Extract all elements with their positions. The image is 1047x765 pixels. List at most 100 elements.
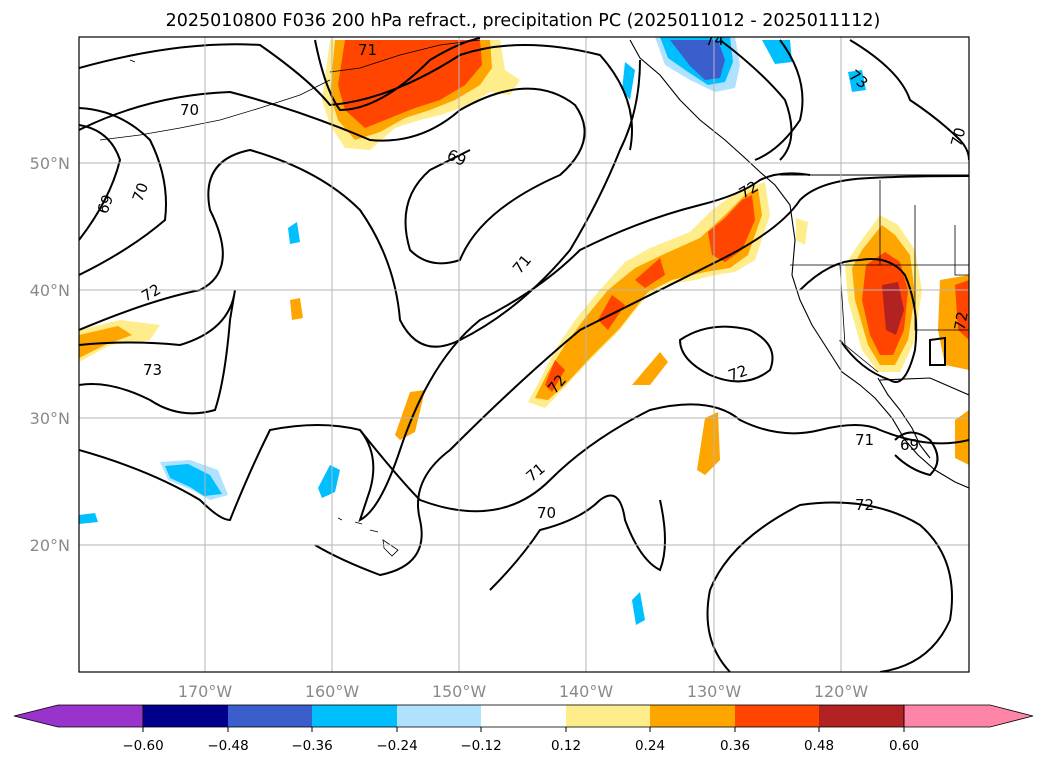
border-us-mexico bbox=[879, 377, 969, 396]
precip-cyan-small2 bbox=[79, 513, 98, 524]
precip-mid-orange2 bbox=[395, 390, 425, 440]
aleutians bbox=[99, 59, 331, 141]
precip-mid-orange1 bbox=[632, 352, 668, 385]
precip-cyan-small5 bbox=[848, 70, 866, 92]
contour-east-loop3 bbox=[894, 431, 939, 477]
colorbar-seg bbox=[143, 705, 228, 727]
precip-ca-dark bbox=[882, 282, 904, 335]
lat-label-50n: 50°N bbox=[30, 154, 70, 173]
lat-label-20n: 20°N bbox=[30, 536, 70, 555]
colorbar-label: 0.24 bbox=[635, 738, 665, 754]
contour-label: 72 bbox=[726, 361, 750, 384]
colorbar-seg bbox=[228, 705, 312, 727]
colorbar-seg bbox=[735, 705, 819, 727]
precip-mexico-orange bbox=[955, 410, 969, 465]
contour-label: 70 bbox=[947, 125, 969, 148]
contour-label: 69 bbox=[94, 192, 117, 216]
colorbar-label: −0.36 bbox=[291, 738, 332, 754]
contour-72-se bbox=[706, 501, 953, 672]
lon-label-170w: 170°W bbox=[178, 682, 233, 701]
map-frame bbox=[78, 36, 970, 673]
contour-71-mid bbox=[79, 172, 811, 522]
colorbar-seg bbox=[650, 705, 735, 727]
lon-label-130w: 130°W bbox=[687, 682, 742, 701]
colorbar-label: 0.48 bbox=[804, 738, 834, 754]
figure-title: 2025010800 F036 200 hPa refract., precip… bbox=[166, 11, 881, 31]
colorbar-label: −0.48 bbox=[207, 738, 248, 754]
contour-label: 69 bbox=[900, 436, 919, 454]
contour-69-north bbox=[79, 87, 586, 265]
lon-label-120w: 120°W bbox=[814, 682, 869, 701]
colorbar-seg bbox=[819, 705, 904, 727]
precip-east-red bbox=[955, 280, 969, 340]
lat-label-30n: 30°N bbox=[30, 409, 70, 428]
precip-mid-orange4 bbox=[290, 298, 303, 320]
precip-cyan-small3 bbox=[632, 592, 645, 625]
colorbar-ticks bbox=[142, 727, 905, 732]
state-borders bbox=[790, 180, 969, 373]
alaska-coast bbox=[329, 39, 481, 73]
precip-hawaii-cyan bbox=[165, 464, 222, 496]
lat-label-40n: 40°N bbox=[30, 281, 70, 300]
colorbar-labels: −0.60 −0.48 −0.36 −0.24 −0.12 0.12 0.24 … bbox=[122, 738, 919, 754]
contour-70-north bbox=[79, 43, 633, 151]
precip-river-orange bbox=[535, 188, 762, 400]
contour-label: 70 bbox=[537, 504, 556, 522]
precip-river-red1 bbox=[708, 195, 755, 262]
colorbar-outline bbox=[142, 704, 905, 728]
contour-74-east bbox=[719, 39, 793, 161]
coastline-baja bbox=[877, 377, 931, 459]
contour-71-north bbox=[314, 37, 481, 112]
colorbar: −0.60 −0.48 −0.36 −0.24 −0.12 0.12 0.24 … bbox=[13, 704, 1034, 754]
colorbar-label: 0.60 bbox=[889, 738, 919, 754]
contour-label: 70 bbox=[129, 180, 152, 204]
map-background bbox=[79, 37, 969, 672]
precip-river-red4 bbox=[545, 360, 565, 392]
colorbar-label: 0.12 bbox=[551, 738, 581, 754]
contour-72-mid bbox=[314, 175, 969, 577]
contour-72-ring bbox=[678, 325, 774, 383]
lon-label-160w: 160°W bbox=[305, 682, 360, 701]
colorbar-extend-high bbox=[903, 704, 1034, 728]
contour-label: 71 bbox=[855, 431, 874, 449]
precip-oregon-yellow bbox=[796, 218, 808, 245]
precip-alaska-red bbox=[338, 40, 482, 128]
latitude-labels: 20°N 30°N 40°N 50°N bbox=[30, 154, 70, 555]
colorbar-seg bbox=[397, 705, 481, 727]
contour-69-west bbox=[79, 124, 122, 241]
colorbar-label: 0.36 bbox=[720, 738, 750, 754]
contour-70-south bbox=[489, 494, 666, 591]
contour-71-south bbox=[359, 403, 969, 513]
colorbar-label: −0.60 bbox=[122, 738, 163, 754]
precip-coast-cyan bbox=[622, 62, 635, 100]
colorbar-seg bbox=[312, 705, 397, 727]
contour-70-east bbox=[849, 39, 969, 161]
contour-73-east bbox=[754, 39, 804, 161]
lon-label-150w: 150°W bbox=[432, 682, 487, 701]
precip-west-orange bbox=[79, 326, 132, 358]
lon-label-140w: 140°W bbox=[559, 682, 614, 701]
precip-river-red3 bbox=[598, 295, 625, 330]
contour-east-loop bbox=[799, 258, 918, 383]
contour-label: 72 bbox=[855, 496, 874, 514]
contour-label: 72 bbox=[951, 310, 972, 332]
colorbar-seg bbox=[481, 705, 566, 727]
contour-east-loop2 bbox=[929, 336, 946, 366]
coastlines bbox=[99, 39, 969, 557]
contour-72-west bbox=[79, 59, 641, 348]
longitude-labels: 170°W 160°W 150°W 140°W 130°W 120°W bbox=[178, 682, 869, 701]
contour-70-west bbox=[79, 107, 167, 276]
colorbar-label: −0.24 bbox=[376, 738, 417, 754]
precip-cyan-small4 bbox=[288, 222, 300, 244]
map-panel: 71 70 69 69 70 72 73 71 72 72 71 70 72 7… bbox=[78, 31, 972, 673]
contour-label: 74 bbox=[705, 31, 724, 49]
precip-river-red2 bbox=[635, 258, 665, 288]
contour-label: 71 bbox=[358, 41, 377, 59]
precip-panhandle-blue bbox=[670, 40, 725, 80]
contour-73-west bbox=[79, 289, 236, 415]
coastline-west-america bbox=[629, 39, 969, 489]
colorbar-tick bbox=[142, 727, 905, 732]
colorbar-label: −0.12 bbox=[460, 738, 501, 754]
contour-label: 73 bbox=[143, 361, 162, 379]
